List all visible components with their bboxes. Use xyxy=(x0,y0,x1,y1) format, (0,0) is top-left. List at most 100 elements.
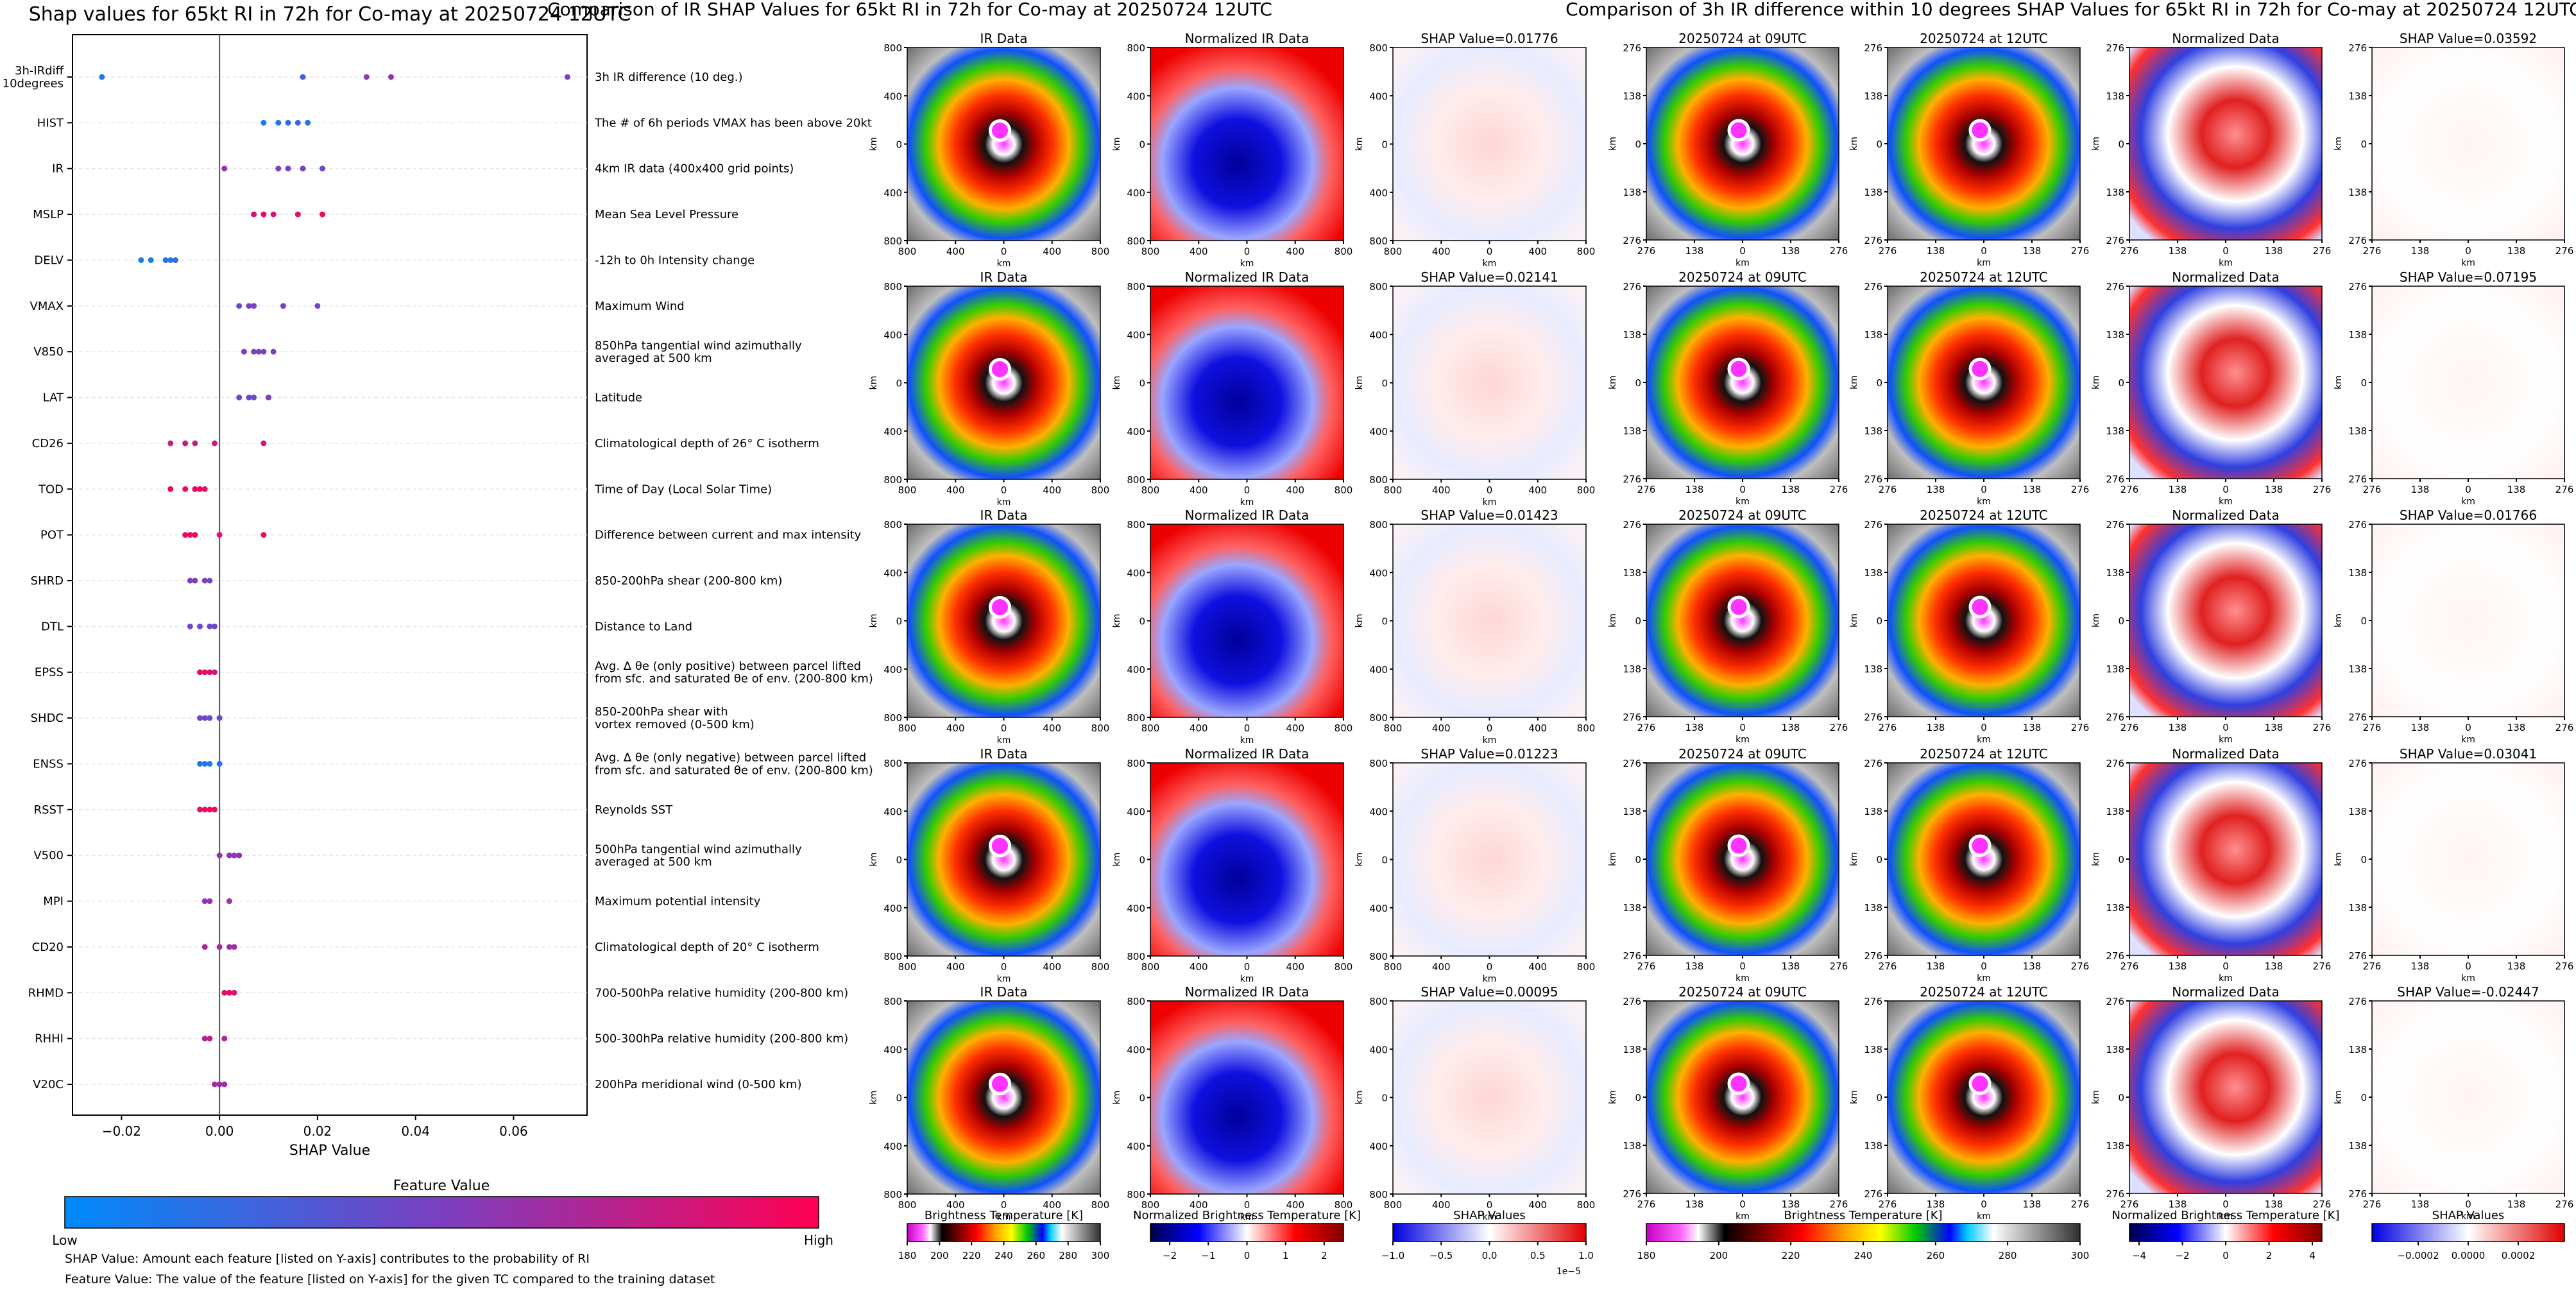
shap-point xyxy=(231,989,237,996)
x-tick-label: 0 xyxy=(1001,484,1007,496)
feature-label: V500 xyxy=(33,849,64,862)
x-axis-label: km xyxy=(997,259,1011,269)
shap-point xyxy=(201,1036,208,1042)
shap-map xyxy=(2372,524,2564,717)
x-axis-label: km xyxy=(2461,973,2475,984)
y-tick-label: 400 xyxy=(1369,903,1388,914)
x-tick-label: 800 xyxy=(1091,484,1110,496)
panel-title: 20250724 at 12UTC xyxy=(1920,746,2048,762)
x-axis-label: km xyxy=(1483,1212,1497,1222)
x-tick-label: 0 xyxy=(2465,245,2471,257)
shap-point xyxy=(300,166,306,172)
x-axis-label: km xyxy=(1977,1211,1991,1222)
x-tick-label: 276 xyxy=(1830,722,1848,733)
y-tick-label: 0 xyxy=(2118,139,2124,150)
x-tick-label: 276 xyxy=(2313,960,2332,972)
panel-title: Normalized IR Data xyxy=(1185,746,1309,762)
x-tick-label: 0 xyxy=(1487,1199,1493,1211)
x-axis-label: km xyxy=(1240,497,1254,508)
y-tick-label: 400 xyxy=(1127,567,1145,579)
y-axis-label: km xyxy=(2091,852,2101,866)
colorbar-tick-label: −4 xyxy=(2132,1250,2146,1261)
feature-description: Maximum potential intensity xyxy=(595,895,761,909)
x-tick-label: 138 xyxy=(1685,1199,1704,1210)
storm-eye xyxy=(1968,1072,1992,1095)
shap-point xyxy=(251,211,257,218)
y-axis-label: km xyxy=(2333,375,2344,389)
x-tick-label: 138 xyxy=(2265,960,2283,972)
y-tick-label: 400 xyxy=(883,806,902,817)
x-tick-label: 0 xyxy=(1001,246,1007,257)
y-tick-label: 276 xyxy=(2348,712,2367,723)
x-tick-label: 0 xyxy=(1981,245,1987,257)
x-tick-label: 0.04 xyxy=(401,1123,430,1139)
x-tick-label: 400 xyxy=(946,246,965,257)
shap-point xyxy=(201,577,208,584)
x-axis-label: km xyxy=(2461,735,2475,745)
y-tick-label: 0 xyxy=(2360,615,2367,627)
shap-point xyxy=(167,440,174,447)
y-axis-label: km xyxy=(1112,1091,1122,1105)
y-tick-label: 276 xyxy=(2106,42,2124,54)
x-tick-label: 0 xyxy=(1739,960,1746,972)
x-tick-label: 800 xyxy=(1335,722,1353,734)
shap-point xyxy=(285,166,291,172)
x-tick-label: 0 xyxy=(1981,960,1987,972)
x-tick-label: 0 xyxy=(1739,484,1746,495)
colorbar-label: Brightness Temperature [K] xyxy=(1784,1209,1942,1222)
shap-point xyxy=(216,715,223,721)
y-axis-label: km xyxy=(2091,137,2101,151)
y-axis-label: km xyxy=(2333,852,2344,866)
x-tick-label: 400 xyxy=(1286,961,1304,973)
colorbar-tick-label: 240 xyxy=(994,1250,1013,1261)
x-tick-label: 276 xyxy=(2555,960,2574,972)
y-tick-label: 276 xyxy=(1623,996,1641,1007)
x-axis-label: km xyxy=(2219,258,2233,268)
x-tick-label: 0 xyxy=(1244,961,1250,973)
colorbar-tick-label: 240 xyxy=(1854,1250,1873,1261)
colorbar-label: Brightness Temperature [K] xyxy=(925,1209,1083,1222)
shap-point xyxy=(285,119,291,126)
shap-point xyxy=(201,715,208,721)
x-tick-label: 276 xyxy=(2555,722,2574,733)
x-tick-label: 276 xyxy=(2363,484,2382,495)
y-axis-label: km xyxy=(1354,614,1365,628)
x-tick-label: 138 xyxy=(1782,722,1800,733)
y-tick-label: 0 xyxy=(1635,139,1641,150)
feature-label: SHDC xyxy=(31,712,64,725)
shap-point xyxy=(182,486,189,492)
storm-eye xyxy=(1727,119,1750,142)
colorbar-tick-label: 300 xyxy=(2071,1250,2090,1261)
shap-point xyxy=(216,760,223,767)
shap-point xyxy=(226,989,232,996)
y-tick-label: 276 xyxy=(1623,281,1641,293)
x-tick-label: 800 xyxy=(898,1199,917,1211)
shap-point xyxy=(236,395,243,401)
normalized-ir-image xyxy=(1150,524,1343,717)
y-tick-label: 400 xyxy=(1369,1044,1388,1055)
shap-point xyxy=(226,944,232,950)
colorbar-tick-label: 0.5 xyxy=(1530,1250,1546,1261)
x-tick-label: 276 xyxy=(1830,245,1848,257)
shap-point xyxy=(192,532,198,538)
shap-point xyxy=(207,807,213,813)
x-tick-label: 276 xyxy=(2120,960,2139,972)
shap-point xyxy=(363,74,370,80)
normalized-diff-image xyxy=(2129,524,2322,717)
feature-description: 850hPa tangential wind azimuthally averag… xyxy=(595,339,802,365)
colorbar-label: SHAP Values xyxy=(1453,1209,1526,1222)
colorbar-tick-label: 0.0002 xyxy=(2502,1250,2536,1261)
shap-point xyxy=(192,486,198,492)
y-tick-label: 0 xyxy=(896,855,902,866)
shap-point xyxy=(241,348,247,355)
y-tick-label: 138 xyxy=(2106,187,2124,198)
x-tick-label: 138 xyxy=(1782,484,1800,495)
feature-description: 850-200hPa shear with vortex removed (0-5… xyxy=(595,705,755,731)
shap-point xyxy=(305,119,311,126)
shap-point xyxy=(300,74,306,80)
y-tick-label: 276 xyxy=(2348,281,2367,293)
x-tick-label: 400 xyxy=(1043,484,1061,496)
colorbar-label: Normalized Brightness Temperature [K] xyxy=(2112,1209,2340,1222)
shap-point xyxy=(260,440,267,447)
x-tick-label: 138 xyxy=(1685,722,1704,733)
